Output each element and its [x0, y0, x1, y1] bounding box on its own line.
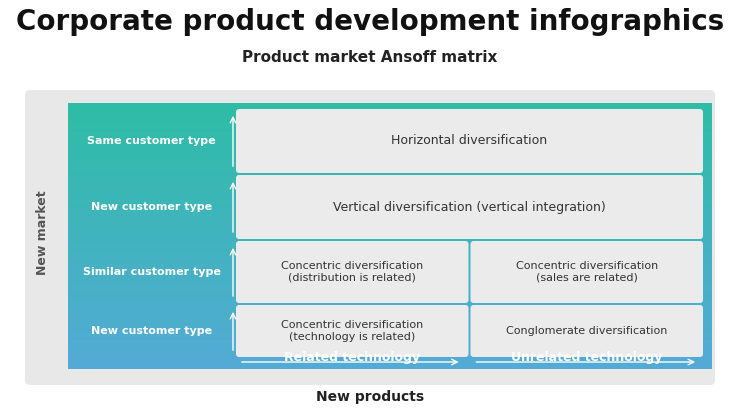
Text: Vertical diversification (vertical integration): Vertical diversification (vertical integ…	[333, 201, 606, 213]
FancyBboxPatch shape	[236, 305, 468, 357]
Text: Product market Ansoff matrix: Product market Ansoff matrix	[242, 50, 498, 65]
Text: Similar customer type: Similar customer type	[83, 267, 221, 277]
Text: Horizontal diversification: Horizontal diversification	[391, 134, 548, 148]
Text: New customer type: New customer type	[91, 202, 212, 212]
Text: Corporate product development infographics: Corporate product development infographi…	[16, 8, 724, 36]
Text: New products: New products	[316, 390, 424, 404]
Text: Concentric diversification
(technology is related): Concentric diversification (technology i…	[281, 320, 423, 342]
FancyBboxPatch shape	[236, 109, 703, 173]
Text: Unrelated technology: Unrelated technology	[511, 352, 662, 364]
Text: New customer type: New customer type	[91, 326, 212, 336]
FancyBboxPatch shape	[236, 175, 703, 239]
Text: Same customer type: Same customer type	[87, 136, 216, 146]
FancyBboxPatch shape	[471, 305, 703, 357]
FancyBboxPatch shape	[25, 90, 715, 385]
Text: Related technology: Related technology	[284, 352, 420, 364]
FancyBboxPatch shape	[471, 241, 703, 303]
Text: Concentric diversification
(sales are related): Concentric diversification (sales are re…	[516, 261, 658, 283]
Text: Conglomerate diversification: Conglomerate diversification	[506, 326, 667, 336]
Text: New market: New market	[36, 191, 49, 275]
Text: Concentric diversification
(distribution is related): Concentric diversification (distribution…	[281, 261, 423, 283]
FancyBboxPatch shape	[236, 241, 468, 303]
